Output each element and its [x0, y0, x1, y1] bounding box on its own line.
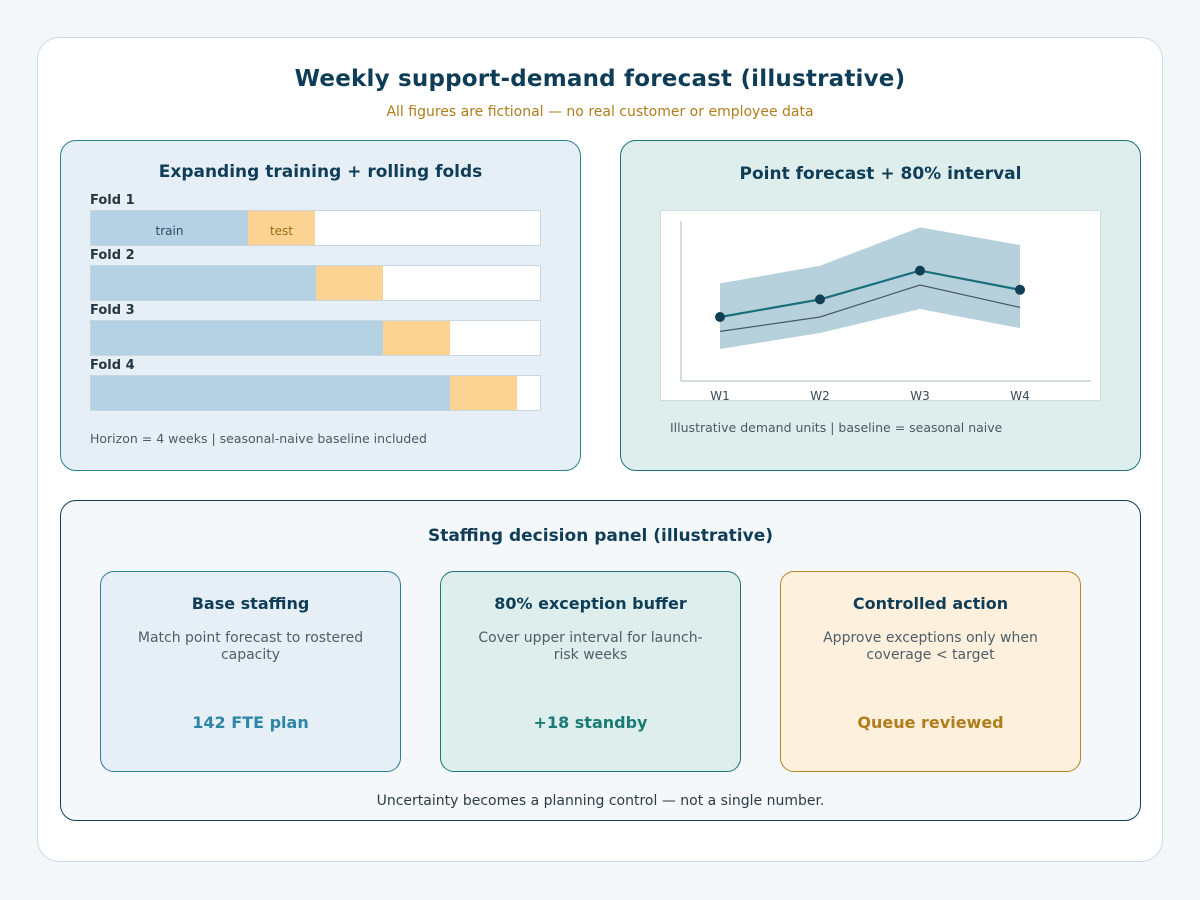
- card-title: Controlled action: [852, 594, 1009, 613]
- card-metric: Queue reviewed: [857, 713, 1004, 732]
- card-description: Approve exceptions only when coverage < …: [823, 630, 1038, 663]
- fold-label: Fold 1: [90, 193, 135, 208]
- fold-bar: [90, 265, 541, 301]
- forecast-point: [815, 294, 825, 305]
- train-segment: [91, 321, 383, 355]
- fold-bar: train test: [90, 210, 541, 246]
- folds-panel-title: Expanding training + rolling folds: [158, 162, 483, 182]
- forecast-chart-svg: W1 W2 W3 W4: [680, 221, 1091, 403]
- fold-label: Fold 3: [90, 303, 135, 318]
- test-segment: [383, 321, 450, 355]
- train-label: train: [155, 224, 184, 238]
- interval-band: [720, 227, 1020, 349]
- fold-label: Fold 4: [90, 358, 135, 373]
- folds-note: Horizon = 4 weeks | seasonal-naive basel…: [90, 431, 427, 446]
- page-title: Weekly support-demand forecast (illustra…: [294, 66, 906, 92]
- staffing-panel: Staffing decision panel (illustrative) B…: [60, 500, 1141, 821]
- forecast-chart: W1 W2 W3 W4: [660, 210, 1101, 403]
- x-tick-label: W1: [710, 389, 730, 400]
- card-metric: +18 standby: [533, 713, 648, 732]
- forecast-line: [719, 269, 1021, 319]
- card-description: Match point forecast to rostered capacit…: [137, 630, 364, 663]
- forecast-point: [915, 265, 925, 276]
- fold-bar: [90, 375, 541, 411]
- x-tick-label: W2: [810, 389, 830, 400]
- card-metric: 142 FTE plan: [192, 713, 309, 732]
- staffing-panel-title: Staffing decision panel (illustrative): [427, 526, 774, 546]
- x-tick-label: W3: [910, 389, 930, 400]
- forecast-note: Illustrative demand units | baseline = s…: [670, 420, 1003, 435]
- forecast-panel-title: Point forecast + 80% interval: [739, 164, 1022, 184]
- card-base-staffing: Base staffing Match point forecast to ro…: [100, 571, 401, 772]
- staffing-footer: Uncertainty becomes a planning control —…: [376, 793, 825, 809]
- test-segment: [450, 376, 517, 410]
- card-exception-buffer: 80% exception buffer Cover upper interva…: [440, 571, 741, 772]
- folds-panel: Expanding training + rolling folds Fold …: [60, 140, 581, 471]
- test-segment: [248, 211, 315, 245]
- test-segment: [316, 266, 383, 300]
- card-title: Base staffing: [191, 594, 310, 613]
- page-subtitle: All figures are fictional — no real cust…: [386, 104, 814, 120]
- card-description: Cover upper interval for launch-risk wee…: [478, 630, 703, 663]
- forecast-point: [1015, 284, 1025, 295]
- test-label: test: [269, 224, 294, 238]
- card-controlled-action: Controlled action Approve exceptions onl…: [780, 571, 1081, 772]
- fold-label: Fold 2: [90, 248, 135, 263]
- forecast-point: [715, 312, 725, 322]
- fold-bar: [90, 320, 541, 356]
- card-title: 80% exception buffer: [494, 594, 687, 613]
- train-segment: [91, 211, 248, 245]
- x-tick-label: W4: [1010, 389, 1030, 400]
- train-segment: [91, 266, 316, 300]
- train-segment: [91, 376, 450, 410]
- baseline-line: [719, 284, 1021, 332]
- forecast-panel: Point forecast + 80% interval W1 W2 W3 W4 I…: [620, 140, 1141, 471]
